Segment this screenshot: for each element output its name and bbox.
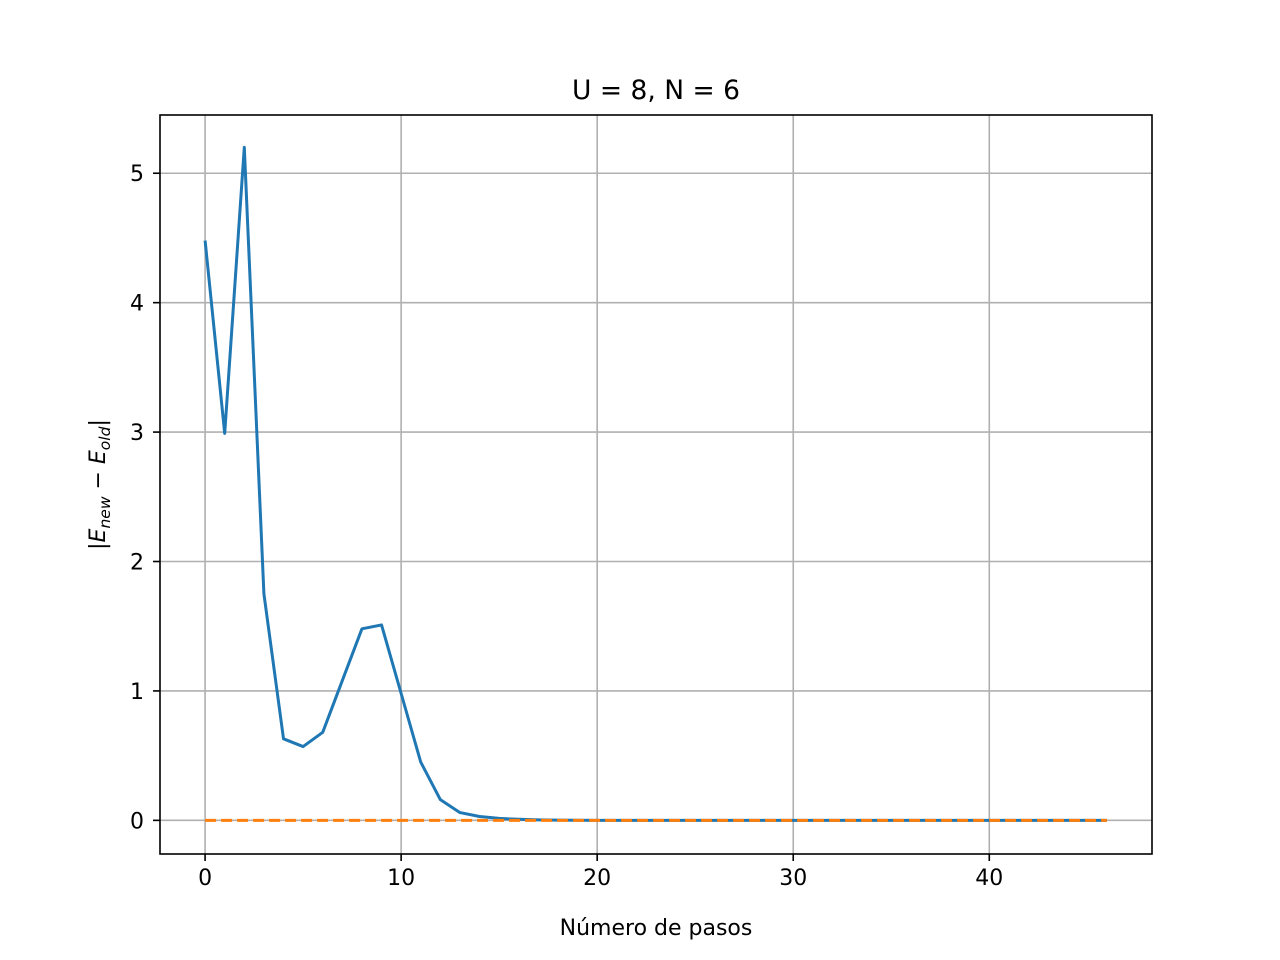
y-label-e-old: E	[86, 450, 111, 464]
axis-ticks: 0 10 20 30 40 0 1 2 3 4 5	[130, 162, 1003, 891]
y-label-bar-right: |	[86, 419, 111, 426]
x-tick-label: 0	[198, 866, 212, 891]
y-label-sub-new: new	[96, 496, 114, 528]
y-label-minus: −	[86, 464, 111, 496]
y-tick-label: 4	[130, 292, 144, 317]
y-label-sub-old: old	[96, 426, 114, 450]
x-axis-label: Número de pasos	[560, 916, 753, 941]
y-tick-label: 3	[130, 421, 144, 446]
plot-frame	[159, 114, 1153, 855]
x-tick-label: 40	[975, 866, 1003, 891]
y-tick-label: 0	[130, 809, 144, 834]
y-label-bar-left: |	[86, 542, 111, 549]
x-tick-label: 10	[387, 866, 415, 891]
y-axis-label: |Enew − Eold|	[86, 419, 114, 550]
x-tick-label: 30	[779, 866, 807, 891]
plot-series	[203, 145, 1107, 822]
y-tick-label: 1	[130, 680, 144, 705]
y-tick-label: 2	[130, 551, 144, 576]
y-tick-label: 5	[130, 162, 144, 187]
x-tick-label: 20	[583, 866, 611, 891]
chart-title: U = 8, N = 6	[572, 75, 740, 106]
y-label-e-new: E	[86, 528, 111, 542]
